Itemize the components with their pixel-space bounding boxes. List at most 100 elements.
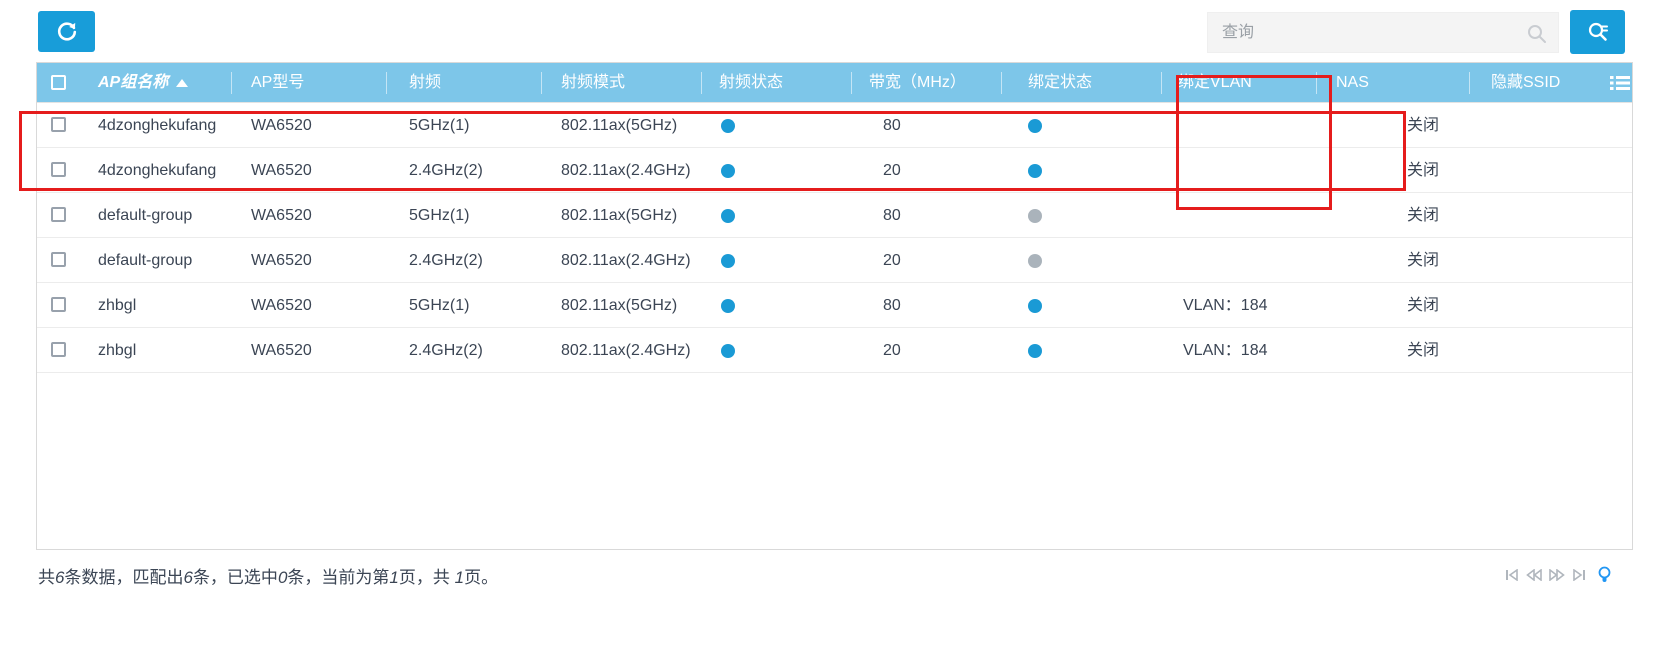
summary-text: 条数据，匹配出	[64, 568, 184, 587]
select-all-checkbox[interactable]	[51, 75, 66, 90]
header-divider	[541, 72, 542, 94]
cell-radio-mode: 802.11ax(2.4GHz)	[561, 342, 691, 359]
table-header-row: AP组名称 AP型号 射频 射频模式 射频状态 带宽（MHz） 绑定状态 绑定V…	[37, 63, 1632, 103]
column-header-bandwidth[interactable]: 带宽（MHz）	[869, 74, 966, 91]
radio-status-dot	[721, 209, 735, 223]
header-divider	[701, 72, 702, 94]
header-divider	[231, 72, 232, 94]
cell-bandwidth: 80	[883, 117, 901, 134]
cell-bandwidth: 20	[883, 252, 901, 269]
cell-radio: 2.4GHz(2)	[409, 252, 483, 269]
cell-hidden-ssid: 关闭	[1407, 252, 1440, 269]
cell-radio-mode: 802.11ax(2.4GHz)	[561, 162, 691, 179]
cell-ap-group: 4dzonghekufang	[98, 117, 217, 134]
header-divider	[851, 72, 852, 94]
ap-group-table: AP组名称 AP型号 射频 射频模式 射频状态 带宽（MHz） 绑定状态 绑定V…	[36, 62, 1633, 550]
cell-radio-mode: 802.11ax(5GHz)	[561, 297, 678, 314]
summary-text: 条，已选中	[192, 568, 278, 587]
row-checkbox[interactable]	[51, 297, 66, 312]
cell-radio: 2.4GHz(2)	[409, 162, 483, 179]
cell-bandwidth: 20	[883, 162, 901, 179]
next-page-icon[interactable]	[1549, 569, 1565, 581]
table-row[interactable]: 4dzonghekufang WA6520 2.4GHz(2) 802.11ax…	[37, 148, 1632, 193]
search-input[interactable]	[1208, 13, 1558, 52]
row-checkbox[interactable]	[51, 207, 66, 222]
cell-radio-mode: 802.11ax(2.4GHz)	[561, 252, 691, 269]
row-checkbox[interactable]	[51, 252, 66, 267]
sort-asc-icon	[176, 78, 189, 87]
cell-bandwidth: 80	[883, 207, 901, 224]
table-row[interactable]: default-group WA6520 5GHz(1) 802.11ax(5G…	[37, 193, 1632, 238]
cell-bind-vlan: VLAN：184	[1183, 297, 1268, 314]
table-row[interactable]: 4dzonghekufang WA6520 5GHz(1) 802.11ax(5…	[37, 103, 1632, 148]
column-header-bind-status[interactable]: 绑定状态	[1028, 74, 1093, 91]
cell-ap-group: default-group	[98, 207, 193, 224]
cell-bind-vlan: VLAN：184	[1183, 342, 1268, 359]
cell-radio: 2.4GHz(2)	[409, 342, 483, 359]
lightbulb-icon[interactable]	[1597, 566, 1612, 584]
bind-status-dot	[1028, 254, 1042, 268]
first-page-icon[interactable]	[1505, 569, 1519, 581]
cell-bandwidth: 80	[883, 297, 901, 314]
column-header-ap-model[interactable]: AP型号	[251, 74, 305, 91]
pagination	[1505, 566, 1612, 584]
cell-radio: 5GHz(1)	[409, 207, 470, 224]
cell-hidden-ssid: 关闭	[1407, 207, 1440, 224]
header-divider	[1316, 72, 1317, 94]
cell-hidden-ssid: 关闭	[1407, 297, 1440, 314]
list-icon	[1609, 73, 1631, 93]
bind-status-dot	[1028, 164, 1042, 178]
radio-status-dot	[721, 299, 735, 313]
cell-hidden-ssid: 关闭	[1407, 162, 1440, 179]
cell-ap-model: WA6520	[251, 117, 312, 134]
cell-hidden-ssid: 关闭	[1407, 342, 1440, 359]
cell-ap-model: WA6520	[251, 297, 312, 314]
last-page-icon[interactable]	[1572, 569, 1586, 581]
search-filter-icon	[1585, 19, 1611, 45]
table-row[interactable]: zhbgl WA6520 2.4GHz(2) 802.11ax(2.4GHz) …	[37, 328, 1632, 373]
header-divider	[1161, 72, 1162, 94]
column-config-button[interactable]	[1609, 73, 1631, 93]
search-box	[1207, 12, 1559, 53]
column-header-ap-group[interactable]: AP组名称	[98, 63, 189, 103]
prev-page-icon[interactable]	[1526, 569, 1542, 581]
cell-ap-group: 4dzonghekufang	[98, 162, 217, 179]
cell-ap-group: zhbgl	[98, 297, 137, 314]
cell-ap-model: WA6520	[251, 252, 312, 269]
table-row[interactable]: default-group WA6520 2.4GHz(2) 802.11ax(…	[37, 238, 1632, 283]
bind-status-dot	[1028, 119, 1042, 133]
row-checkbox[interactable]	[51, 162, 66, 177]
selected-count: 0	[277, 568, 288, 587]
table-row[interactable]: zhbgl WA6520 5GHz(1) 802.11ax(5GHz) 80 V…	[37, 283, 1632, 328]
current-page-number: 1	[389, 568, 399, 587]
cell-ap-model: WA6520	[251, 207, 312, 224]
cell-bandwidth: 20	[883, 342, 901, 359]
summary-text: 条，当前为第	[287, 568, 390, 587]
record-summary: 共6条数据，匹配出6条，已选中0条，当前为第1页，共 1页。	[38, 563, 498, 588]
column-header-bind-vlan[interactable]: 绑定VLAN	[1178, 74, 1252, 91]
column-header-label: AP组名称	[98, 74, 169, 91]
row-checkbox[interactable]	[51, 117, 66, 132]
column-header-nas[interactable]: NAS	[1336, 74, 1369, 91]
bind-status-dot	[1028, 209, 1042, 223]
column-header-radio-mode[interactable]: 射频模式	[561, 74, 626, 91]
total-pages-number: 1	[454, 568, 465, 587]
radio-status-dot	[721, 344, 735, 358]
summary-text: 页。	[464, 568, 499, 587]
matched-count: 6	[183, 568, 193, 587]
search-icon	[1526, 23, 1548, 45]
header-divider	[1001, 72, 1002, 94]
refresh-button[interactable]	[38, 11, 95, 52]
radio-status-dot	[721, 119, 735, 133]
bind-status-dot	[1028, 344, 1042, 358]
row-checkbox[interactable]	[51, 342, 66, 357]
header-divider	[386, 72, 387, 94]
column-header-radio[interactable]: 射频	[409, 74, 442, 91]
cell-ap-model: WA6520	[251, 162, 312, 179]
column-header-radio-status[interactable]: 射频状态	[719, 74, 784, 91]
cell-ap-group: zhbgl	[98, 342, 137, 359]
header-divider	[1469, 72, 1470, 94]
radio-status-dot	[721, 254, 735, 268]
advanced-search-button[interactable]	[1570, 10, 1625, 54]
column-header-hidden-ssid[interactable]: 隐藏SSID	[1491, 74, 1561, 91]
